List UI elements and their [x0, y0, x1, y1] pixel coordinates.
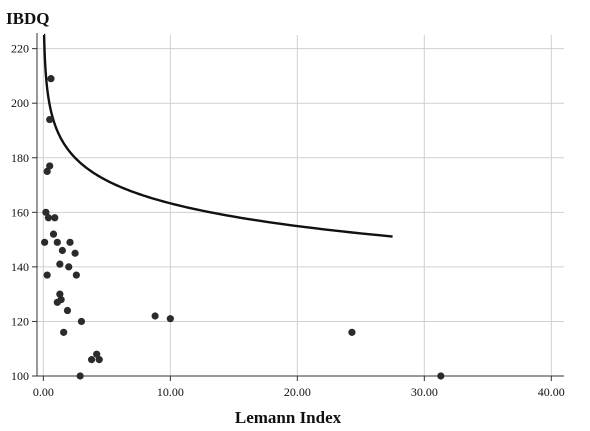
x-tick-label: 0.00: [33, 385, 54, 399]
data-point: [44, 214, 53, 222]
data-point: [41, 238, 49, 246]
data-point: [151, 312, 159, 320]
data-point: [71, 249, 79, 257]
data-points: [41, 75, 445, 380]
x-tick-label: 10.00: [157, 385, 184, 399]
data-point: [51, 214, 59, 222]
data-point: [43, 271, 51, 279]
y-tick-label: 160: [11, 205, 29, 219]
data-point: [76, 372, 84, 380]
data-point: [66, 238, 74, 246]
data-point: [53, 238, 61, 246]
data-point: [72, 271, 80, 279]
axes: [32, 33, 564, 381]
y-tick-label: 120: [11, 314, 29, 328]
y-tick-label: 180: [11, 151, 29, 165]
y-tick-label: 140: [11, 260, 29, 274]
data-point: [60, 328, 68, 336]
data-point: [348, 328, 356, 336]
data-point: [53, 298, 61, 306]
data-point: [42, 208, 50, 216]
y-axis-label: IBDQ: [6, 9, 49, 28]
data-point: [63, 306, 72, 315]
fit-line: [42, 33, 393, 238]
y-tick-label: 220: [11, 42, 29, 56]
data-point: [166, 315, 174, 323]
data-point: [437, 372, 445, 380]
data-point: [95, 356, 103, 364]
y-tick-label: 200: [11, 96, 29, 110]
data-point: [65, 263, 73, 271]
data-point: [46, 115, 54, 124]
data-point: [49, 230, 58, 238]
data-point: [56, 290, 64, 298]
data-point: [93, 350, 101, 358]
data-point: [47, 75, 55, 83]
y-tick-label: 100: [11, 369, 29, 383]
data-point: [77, 317, 86, 326]
data-point: [56, 260, 64, 268]
x-tick-label: 30.00: [411, 385, 438, 399]
tick-labels: 100 120 140 160 180 200 220 0.00 10.00 20.00 30.00…: [11, 42, 565, 399]
data-point: [88, 356, 96, 364]
x-tick-label: 20.00: [284, 385, 311, 399]
data-point: [58, 246, 66, 255]
x-axis-label: Lemann Index: [235, 408, 342, 427]
x-tick-label: 40.00: [538, 385, 565, 399]
data-point: [43, 167, 51, 175]
grid-lines: [37, 35, 564, 376]
data-point: [46, 162, 54, 170]
